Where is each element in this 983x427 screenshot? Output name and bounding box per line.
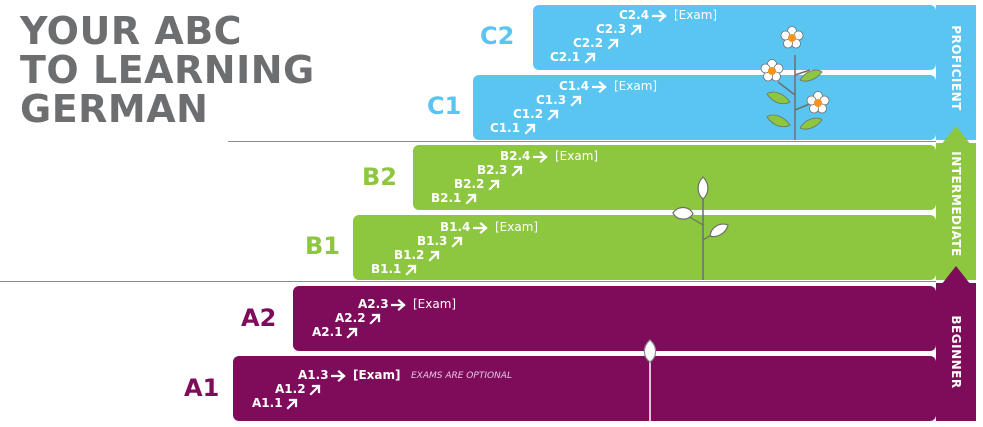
level-label-a1: A1 [184,374,220,402]
arrow-up-right-icon [450,234,466,248]
level-label-c1: C1 [427,92,462,120]
level-label-b2: B2 [362,163,397,191]
step-label: C2.3 [596,22,627,36]
step-label: B2.4 [500,149,531,163]
arrow-up-right-icon [546,107,562,121]
arrow-right-icon [532,149,549,164]
exam-label: [Exam] [353,368,401,382]
step-label: A1.3 [298,368,329,382]
arrow-up-right-icon [583,50,599,64]
step-label: A1.1 [252,396,283,410]
level-label-c2: C2 [480,22,515,50]
sidebar-intermediate [936,143,976,280]
step-label: B2.3 [477,163,508,177]
exam-label: [Exam] [495,220,539,234]
title-line-2: TO LEARNING [20,48,315,92]
bar-b1 [353,215,936,280]
bar-b2 [413,145,936,210]
sidebar-label-proficient: PROFICIENT [949,25,963,111]
arrow-right-icon [390,297,407,312]
arrow-right-icon [591,79,608,94]
step-label: B1.2 [394,248,425,262]
bar-a2 [293,286,936,351]
step-label: B2.1 [431,191,462,205]
arrow-right-icon [330,368,347,383]
step-label: B2.2 [454,177,485,191]
divider-intermediate-beginner [0,281,936,282]
step-label: C2.4 [619,8,650,22]
sidebar-label-intermediate: INTERMEDIATE [949,151,963,257]
arrow-up-right-icon [427,248,443,262]
arrow-up-right-icon [464,191,480,205]
page-title: YOUR ABC TO LEARNING GERMAN [20,12,315,129]
arrow-up-right-icon [285,396,301,410]
sidebar-beginner [936,283,976,421]
step-label: C2.2 [573,36,604,50]
exam-label: [Exam] [413,297,457,311]
arrow-up-right-icon [308,382,324,396]
step-label: A2.3 [358,297,389,311]
step-label: C1.2 [513,107,544,121]
step-label: B1.4 [440,220,471,234]
step-label: A1.2 [275,382,306,396]
arrow-right-icon [651,8,668,23]
arrow-up-right-icon [629,22,645,36]
level-label-a2: A2 [241,304,277,332]
arrow-up-right-icon [606,36,622,50]
bar-c1 [473,75,936,140]
arrow-up-right-icon [487,177,503,191]
title-line-3: GERMAN [20,87,209,131]
step-label: C1.4 [559,79,590,93]
arrow-up-right-icon [569,93,585,107]
arrow-up-right-icon [368,311,384,325]
step-label: A2.2 [335,311,366,325]
step-label: B1.3 [417,234,448,248]
sidebar-label-beginner: BEGINNER [949,315,963,389]
arrow-up-right-icon [510,163,526,177]
step-label: C1.3 [536,93,567,107]
step-label: B1.1 [371,262,402,276]
exams-optional-note: EXAMS ARE OPTIONAL [411,371,512,381]
step-label: A2.1 [312,325,343,339]
level-label-b1: B1 [305,232,340,260]
bar-a1 [233,356,936,421]
exam-label: [Exam] [555,149,599,163]
title-line-1: YOUR ABC [20,9,243,53]
arrow-right-icon [472,220,489,235]
exam-label: [Exam] [614,79,658,93]
bar-c2 [533,5,936,70]
arrow-up-right-icon [404,262,420,276]
arrow-up-right-icon [523,121,539,135]
exam-label: [Exam] [674,8,718,22]
step-label: C1.1 [490,121,521,135]
arrow-up-right-icon [345,325,361,339]
step-label: C2.1 [550,50,581,64]
divider-proficient-intermediate [228,141,936,142]
sidebar-proficient [936,5,976,140]
